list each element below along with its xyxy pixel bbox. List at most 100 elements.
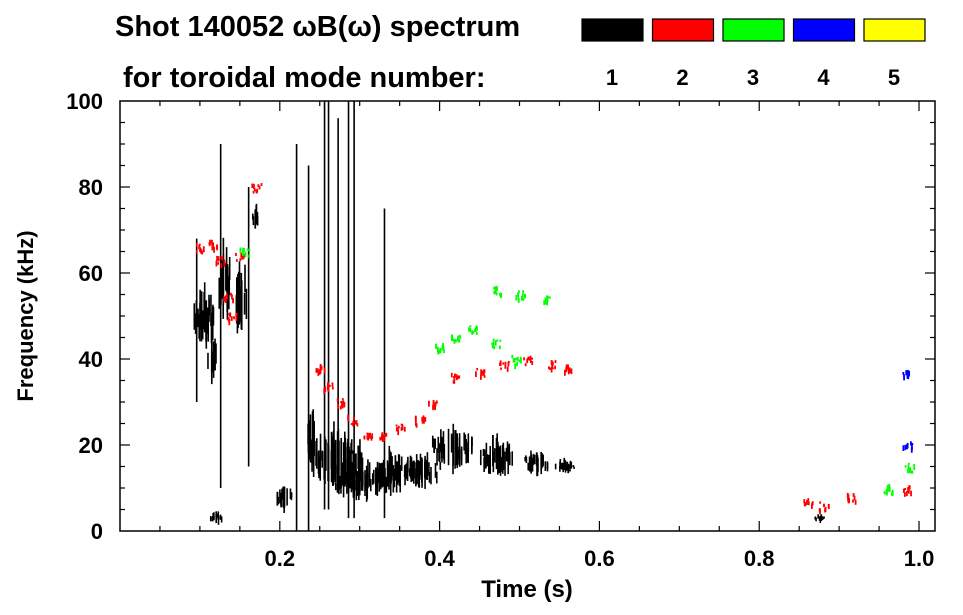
mode-1-streak [397,466,399,484]
mode-2-point [450,372,453,378]
legend-swatch-mode-3 [722,18,785,42]
mode-3-point [888,486,891,492]
mode-1-streak [388,445,391,480]
y-axis-label: Frequency (kHz) [13,230,38,401]
mode-3-point [891,491,893,496]
mode-3-point [468,327,470,332]
mode-2-point [480,369,483,375]
mode-3-point [452,338,455,342]
mode-2-point [363,435,366,440]
mode-1-streak [440,429,442,453]
mode-3-point [435,343,437,350]
mode-1-streak [360,463,362,481]
mode-2-point [228,312,231,316]
mode-2-point [551,361,554,366]
mode-2-point [347,416,350,422]
mode-1-streak [340,481,342,494]
mode-1-streak [554,463,557,470]
mode-2-point [819,501,822,504]
mode-3-point [438,349,441,354]
mode-1-streak [409,463,412,479]
mode-3-series [239,247,916,496]
mode-2-point [258,185,261,190]
mode-2-point [242,253,245,260]
mode-2-point [847,500,850,504]
mode-1-line [347,101,350,519]
mode-2-point [202,249,205,253]
mode-1-streak [194,313,196,330]
mode-3-point [511,354,514,359]
mode-2-point [366,432,369,436]
mode-1-streak [492,434,494,467]
x-tick-label: 0.4 [424,546,455,571]
mode-2-point [221,256,224,261]
x-tick-label: 0.8 [744,546,775,571]
mode-1-streak [365,474,367,491]
mode-1-streak [425,459,427,477]
mode-1-streak [434,462,437,478]
mode-2-point [547,366,550,370]
mode-2-point [223,259,226,263]
mode-1-streak [573,466,575,469]
mode-1-streak [334,482,337,491]
mode-2-point [223,296,226,300]
mode-1-streak [342,442,345,487]
mode-3-point [546,301,549,306]
mode-1-streak [460,449,463,466]
mode-1-streak [419,453,422,476]
mode-1-streak [428,471,431,483]
mode-1-streak [325,439,327,471]
mode-1-streak [482,448,485,457]
mode-1-streak [198,314,200,339]
mode-4-series [902,370,914,453]
mode-3-point [248,254,251,258]
mode-4-point [909,441,912,446]
mode-2-point [567,364,570,370]
mode-1-streak [566,465,569,471]
mode-2-point [423,418,425,424]
mode-2-point [567,369,570,375]
legend-swatch-mode-4 [792,18,856,42]
mode-1-streak [504,451,506,476]
mode-1-streak [485,442,488,465]
mode-3-point [436,346,439,353]
mode-2-point [910,490,912,497]
mode-1-streak [488,454,490,474]
mode-1-streak [319,433,322,461]
mode-3-point [442,346,445,350]
mode-2-point [432,406,435,411]
mode-1-streak [527,462,530,471]
mode-3-point [458,334,461,338]
mode-2-point [216,255,218,262]
mode-2-point [320,365,323,371]
mode-2-point [507,361,510,367]
mode-2-point [403,426,406,432]
mode-3-point [471,330,474,335]
mode-1-streak [426,462,429,480]
mode-1-streak [821,516,824,520]
y-tick-label: 100 [66,89,103,114]
mode-1-streak [409,456,412,470]
mode-1-streak [213,343,216,363]
mode-2-point [554,360,557,364]
mode-2-point [499,360,502,366]
mode-2-point [524,363,527,367]
mode-2-point [435,400,438,404]
mode-2-point [220,256,223,260]
mode-1-streak [566,462,569,467]
mode-2-point [235,314,238,318]
mode-1-line [219,144,222,488]
mode-2-point [251,183,254,189]
mode-1-streak [207,307,210,342]
mode-2-point [380,437,382,441]
mode-1-streak [406,462,409,472]
mode-2-point [340,401,343,404]
mode-1-streak [395,461,398,493]
mode-1-streak [378,473,380,483]
mode-4-point [902,445,905,451]
mode-3-point [499,294,502,298]
mode-3-point [494,340,497,346]
mode-1-streak [431,435,434,448]
mode-3-point [493,287,495,290]
legend-label-mode-3: 3 [747,65,759,90]
